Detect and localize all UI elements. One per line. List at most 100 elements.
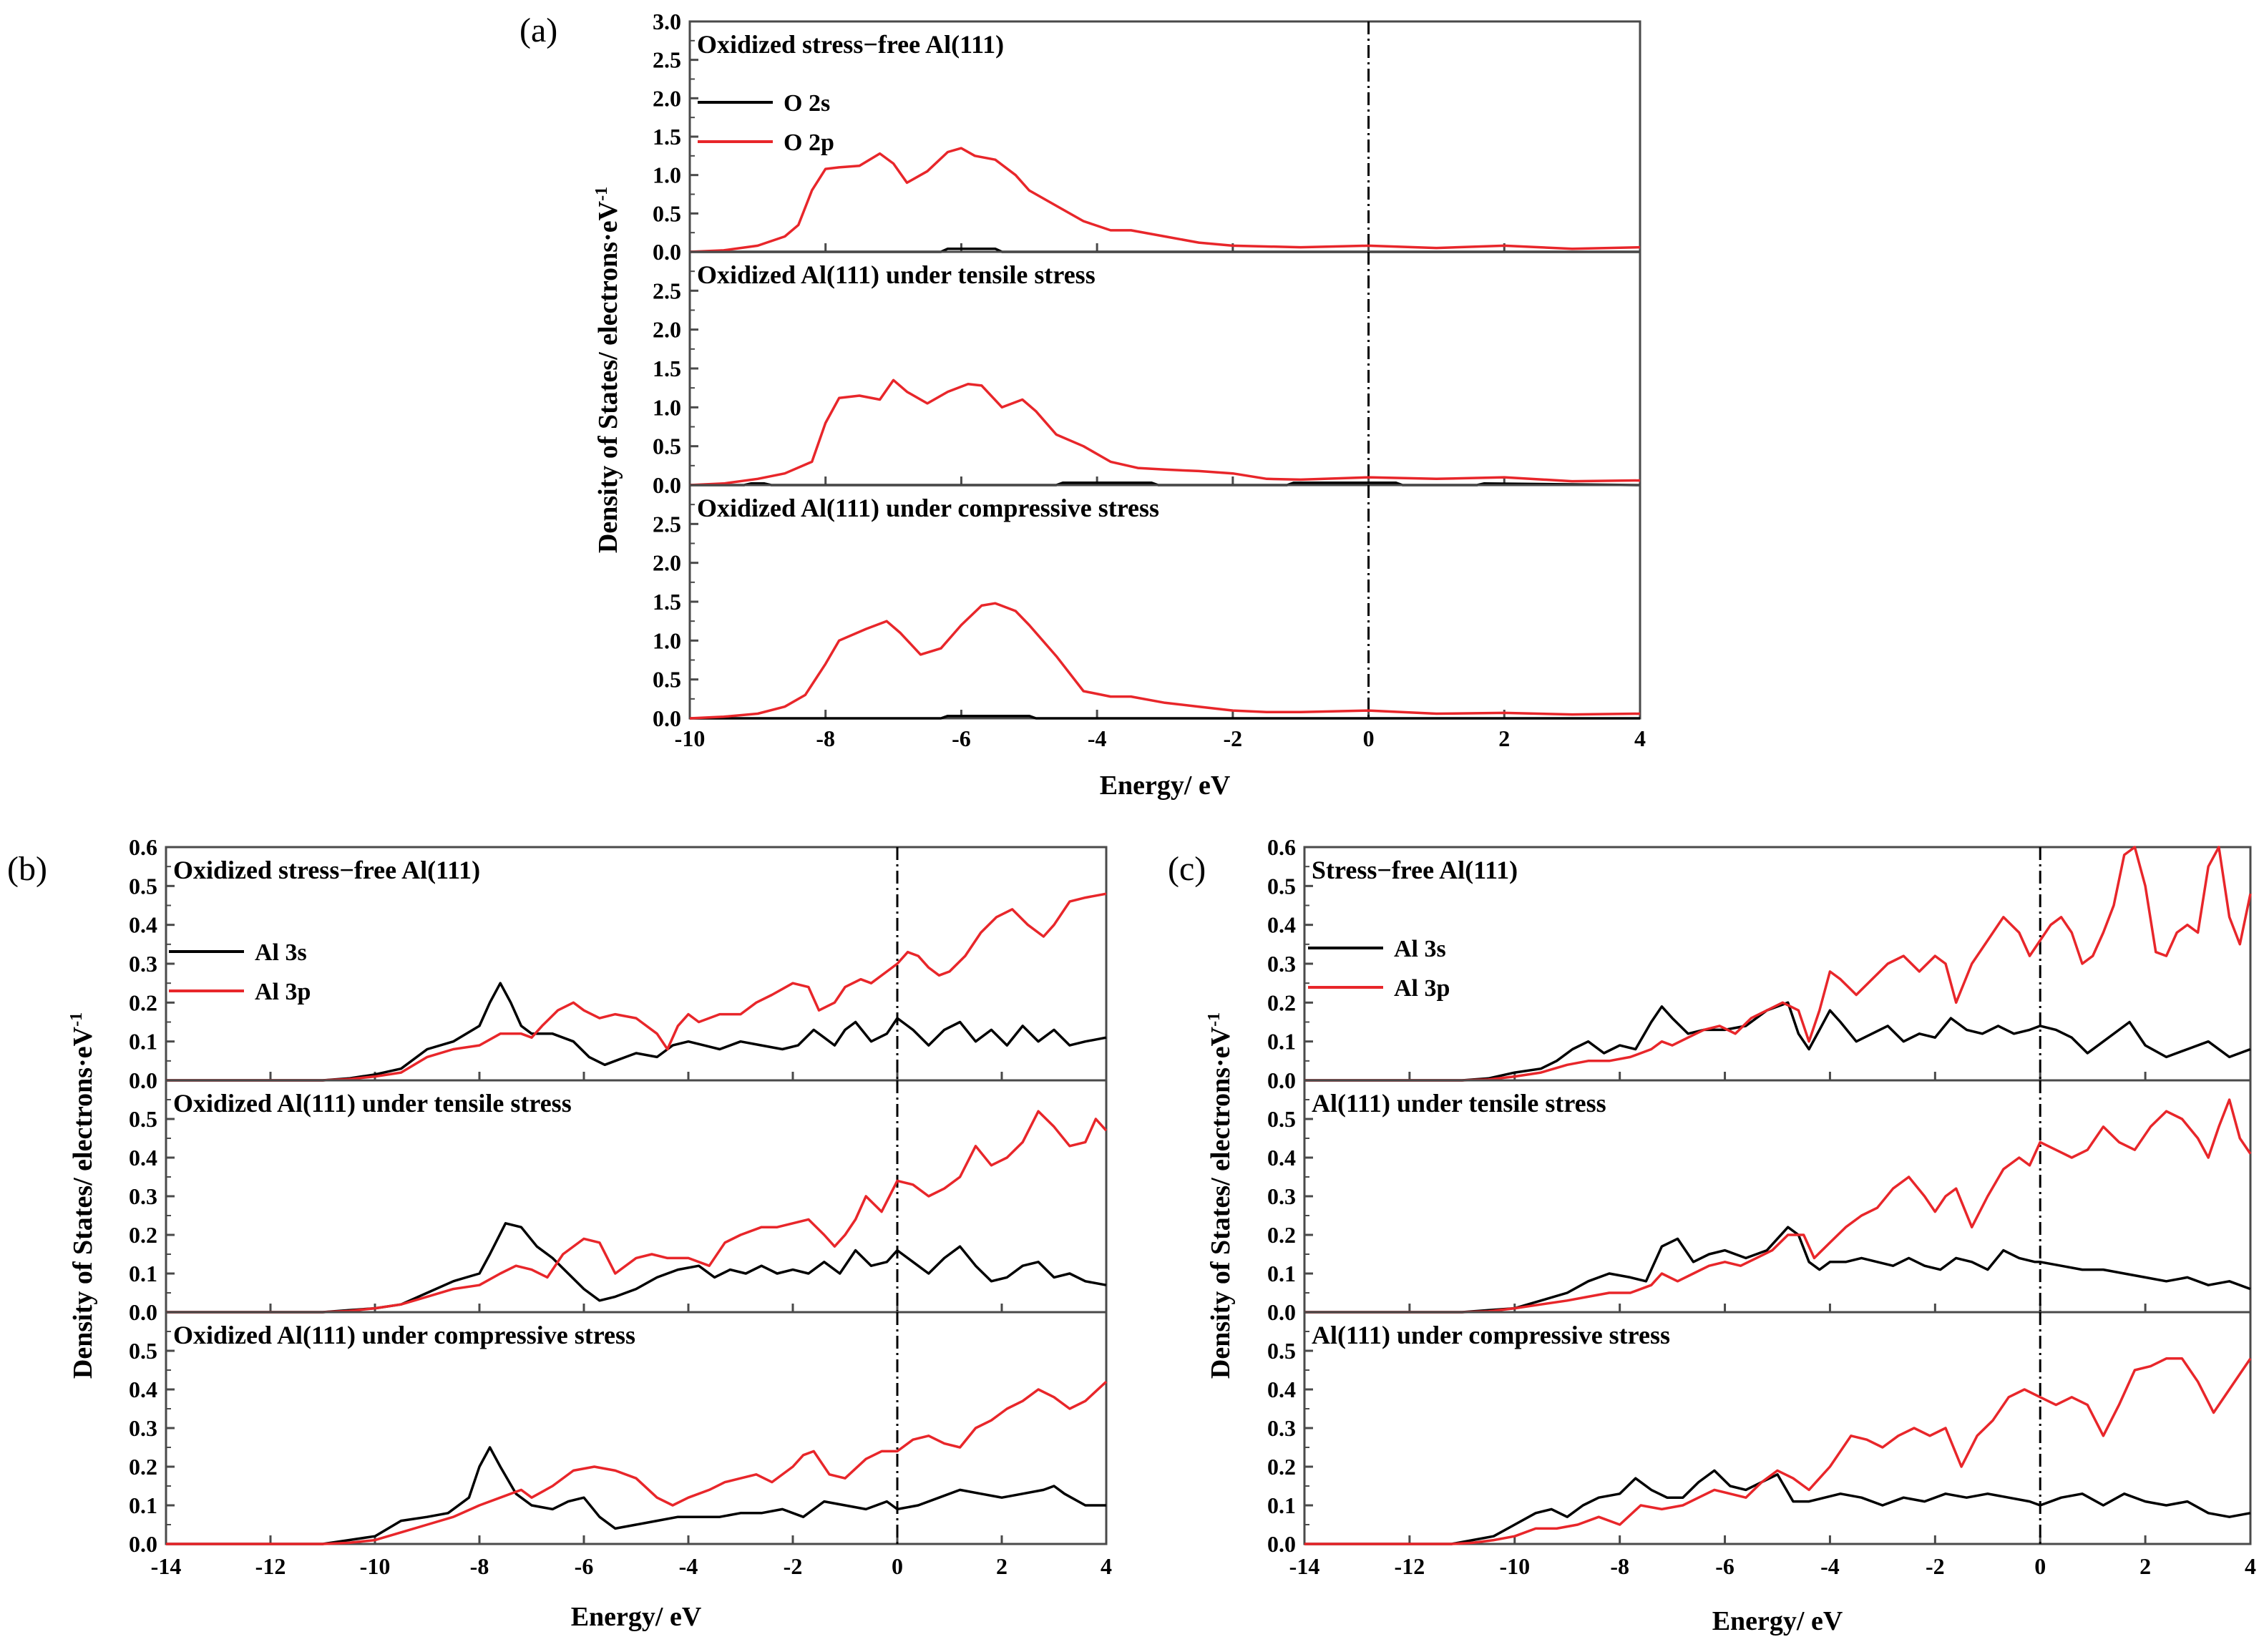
y-tick-label: 0.3 xyxy=(1267,1415,1296,1441)
subplot-title: Oxidized Al(111) under compressive stres… xyxy=(173,1321,635,1349)
y-tick-label: 0.6 xyxy=(1267,834,1296,860)
x-tick-label: -12 xyxy=(1395,1553,1425,1579)
x-tick-label: -10 xyxy=(1499,1553,1530,1579)
y-tick-label: 0.3 xyxy=(129,951,157,977)
x-tick-label: -6 xyxy=(952,725,971,751)
x-tick-label: -10 xyxy=(675,725,706,751)
x-tick-label: 2 xyxy=(1498,725,1510,751)
x-tick-label: 2 xyxy=(996,1553,1007,1579)
y-tick-label: 1.5 xyxy=(653,124,681,150)
y-tick-label: 0.1 xyxy=(1267,1492,1296,1518)
subplot: 0.0 0.1 0.2 0.3 0.4 0.5 Oxidized Al(111) under… xyxy=(129,1079,1108,1325)
series-o-2p xyxy=(689,602,1641,720)
x-tick-label: 2 xyxy=(2139,1553,2151,1579)
y-tick-label: 0.3 xyxy=(129,1183,157,1209)
y-axis-label-superscript: -1 xyxy=(1205,1012,1224,1027)
subplot: 0.0 0.1 0.2 0.3 0.4 0.5 Al(111) under tensile … xyxy=(1267,1079,2252,1325)
y-tick-label: 0.0 xyxy=(1267,1531,1296,1557)
subplot-title: Oxidized stress−free Al(111) xyxy=(173,856,480,884)
y-tick-label: 2.5 xyxy=(653,47,681,73)
panel-label: (c) xyxy=(1168,850,1206,888)
legend-label: O 2s xyxy=(784,90,830,117)
series-o-2s xyxy=(690,714,1640,720)
x-tick-label: 0 xyxy=(892,1553,903,1579)
subplot: 0.0 0.1 0.2 0.3 0.4 0.5 Oxidized Al(111) under… xyxy=(129,1311,1108,1557)
y-tick-label: 0.4 xyxy=(1267,1145,1296,1170)
x-tick-label: -4 xyxy=(1820,1553,1840,1579)
x-axis-label: Energy/ eV xyxy=(1712,1606,1843,1636)
series-al-3p xyxy=(166,1110,1108,1314)
x-tick-label: 4 xyxy=(2245,1553,2256,1579)
legend-label: Al 3s xyxy=(255,939,307,966)
y-tick-label: 2.5 xyxy=(653,278,681,303)
y-tick-label: 1.0 xyxy=(653,162,681,188)
x-tick-label: -4 xyxy=(679,1553,698,1579)
y-tick-label: 0.2 xyxy=(1267,1222,1296,1248)
y-tick-label: 0.0 xyxy=(1267,1299,1296,1325)
subplot-title: Al(111) under tensile stress xyxy=(1312,1089,1606,1118)
y-tick-label: 0.1 xyxy=(129,1261,157,1286)
y-tick-label: 0.5 xyxy=(653,200,681,226)
series-al-3s xyxy=(166,1446,1106,1545)
y-tick-label: 0.5 xyxy=(1267,1338,1296,1364)
x-tick-label: -14 xyxy=(151,1553,182,1579)
legend-label: O 2p xyxy=(784,129,834,156)
y-tick-label: 0.4 xyxy=(1267,1377,1296,1402)
subplot-title: Oxidized Al(111) under tensile stress xyxy=(697,260,1096,289)
y-tick-label: 0.3 xyxy=(1267,1183,1296,1209)
y-tick-label: 2.5 xyxy=(653,511,681,537)
x-tick-label: -12 xyxy=(255,1553,286,1579)
y-tick-label: 0.2 xyxy=(1267,989,1296,1015)
subplot: 0.0 0.5 1.0 1.5 2.0 2.5 Oxidized Al(111) under… xyxy=(653,250,1641,498)
panel-label: (a) xyxy=(519,11,557,49)
x-tick-label: -4 xyxy=(1088,725,1107,751)
y-tick-label: 0.0 xyxy=(1267,1067,1296,1093)
x-tick-label: -2 xyxy=(1224,725,1243,751)
legend-label: Al 3p xyxy=(1394,975,1450,1002)
y-tick-label: 0.2 xyxy=(129,1454,157,1480)
panel-a: (a) 0.0 0.5 1.0 1.5 2.0 2.5 3.0 Oxidized stress−… xyxy=(519,9,1646,801)
subplot-title: Al(111) under compressive stress xyxy=(1312,1321,1670,1349)
x-tick-label: -8 xyxy=(470,1553,489,1579)
y-tick-label: 0.1 xyxy=(1267,1261,1296,1286)
x-axis-label: Energy/ eV xyxy=(571,1602,702,1632)
x-tick-label: -8 xyxy=(816,725,835,751)
x-tick-label: -14 xyxy=(1289,1553,1320,1579)
x-tick-label: -6 xyxy=(1715,1553,1734,1579)
y-tick-label: 1.0 xyxy=(653,394,681,420)
panel-c: (c) 0.0 0.1 0.2 0.3 0.4 0.5 0.6 Stress−free Al(1… xyxy=(1168,834,2256,1636)
y-axis-label-text: Density of States/ electrons·eV xyxy=(68,1026,98,1379)
series-o-2p xyxy=(689,378,1641,487)
series-al-3s xyxy=(166,982,1107,1082)
y-tick-label: 0.0 xyxy=(653,239,681,265)
series-al-3s xyxy=(1304,1469,2251,1545)
y-axis-label-superscript: -1 xyxy=(592,187,611,201)
y-tick-label: 0.4 xyxy=(1267,912,1296,938)
y-axis-label: Density of States/ electrons·eV-1 xyxy=(1205,1012,1236,1379)
series-al-3s xyxy=(1304,1226,2251,1314)
subplot: 0.0 0.1 0.2 0.3 0.4 0.5 Al(111) under compress… xyxy=(1267,1311,2252,1557)
series-al-3s xyxy=(1304,1001,2251,1082)
x-tick-label: -10 xyxy=(360,1553,391,1579)
y-tick-label: 0.2 xyxy=(1267,1454,1296,1480)
series-o-2p xyxy=(689,147,1641,253)
y-tick-label: 0.5 xyxy=(129,1106,157,1132)
x-tick-label: -2 xyxy=(784,1553,803,1579)
y-tick-label: 0.5 xyxy=(129,1338,157,1364)
y-axis-label: Density of States/ electrons·eV-1 xyxy=(67,1012,98,1379)
subplot: 0.0 0.5 1.0 1.5 2.0 2.5 Oxidized Al(111) under… xyxy=(653,484,1641,731)
y-tick-label: 0.0 xyxy=(653,472,681,498)
y-tick-label: 0.0 xyxy=(129,1067,157,1093)
y-tick-label: 0.0 xyxy=(653,705,681,731)
y-tick-label: 0.1 xyxy=(129,1492,157,1518)
y-tick-label: 0.2 xyxy=(129,989,157,1015)
subplot-title: Oxidized stress−free Al(111) xyxy=(697,30,1004,59)
series-al-3p xyxy=(1304,1357,2252,1545)
y-tick-label: 0.4 xyxy=(129,1377,157,1402)
y-tick-label: 0.3 xyxy=(129,1415,157,1441)
series-al-3p xyxy=(166,892,1107,1082)
legend-label: Al 3s xyxy=(1394,936,1446,962)
y-tick-label: 0.5 xyxy=(653,434,681,459)
subplot-title: Stress−free Al(111) xyxy=(1312,856,1518,884)
